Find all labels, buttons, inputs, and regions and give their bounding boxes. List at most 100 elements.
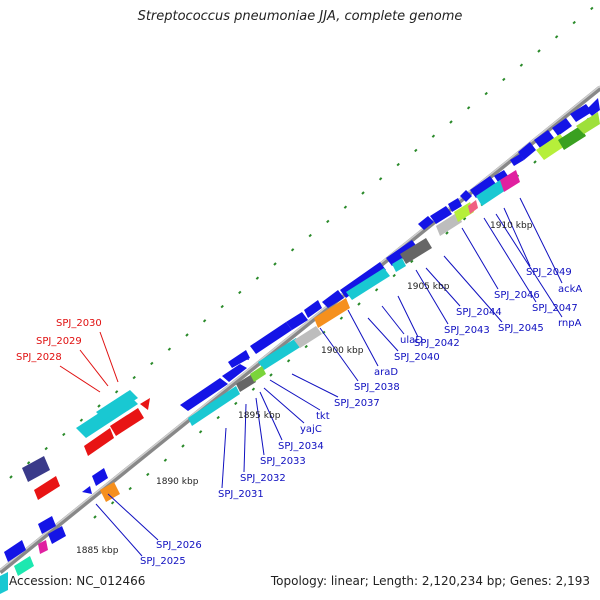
accession-text: Accession: NC_012466 xyxy=(9,574,146,588)
gene-block-lightgrey xyxy=(294,326,322,348)
gene-label-red: SPJ_2028 xyxy=(16,352,62,363)
scale-label: 1905 kbp xyxy=(407,282,450,292)
leader-line xyxy=(381,305,405,335)
gene-block xyxy=(470,176,496,198)
gene-block xyxy=(510,154,524,166)
tick-mark xyxy=(339,316,344,320)
gene-label-blue: ulaD xyxy=(400,335,423,346)
gene-block-darkgrey xyxy=(400,238,432,264)
map-title: Streptococcus pneumoniae JJA, complete g… xyxy=(137,9,463,24)
gene-block xyxy=(322,290,344,308)
leader-line xyxy=(483,217,537,303)
tick-mark xyxy=(396,162,400,167)
gene-block xyxy=(448,198,462,212)
gene-block xyxy=(586,98,600,116)
genome-backbone xyxy=(0,86,600,574)
gene-label-blue: SPJ_2046 xyxy=(494,290,540,301)
gene-block-cyan-small xyxy=(392,258,406,272)
tick-mark xyxy=(62,432,66,437)
gene-block xyxy=(92,468,108,486)
tick-mark xyxy=(110,501,115,505)
tick-mark xyxy=(533,160,537,164)
gene-block xyxy=(418,216,434,230)
gene-block-magenta xyxy=(38,540,48,554)
tick-mark xyxy=(9,475,13,479)
scale-ticks-inner xyxy=(93,117,590,519)
gene-block xyxy=(250,322,292,354)
gene-block xyxy=(494,170,508,182)
leader-line xyxy=(269,379,321,411)
gene-block-cyan xyxy=(0,572,8,594)
tick-mark xyxy=(304,344,308,349)
tick-mark xyxy=(392,273,396,278)
gene-label-blue: SPJ_2034 xyxy=(278,441,324,452)
tick-mark xyxy=(537,49,541,53)
gene-label-blue: ackA xyxy=(558,284,582,295)
tick-mark xyxy=(251,387,256,391)
leader-line xyxy=(425,267,461,307)
tick-mark xyxy=(114,390,119,394)
gene-block xyxy=(48,526,66,544)
gene-block xyxy=(534,130,554,148)
gene-label-blue: SPJ_2037 xyxy=(334,398,380,409)
leader-line xyxy=(59,365,101,393)
gene-block-magenta xyxy=(500,170,520,192)
tick-mark xyxy=(484,91,488,96)
gene-labels: 1885 kbp 1890 kbp 1895 kbp 1900 kbp 1905 kbp… xyxy=(16,221,582,567)
tick-mark xyxy=(238,290,242,295)
leader-line xyxy=(259,391,283,441)
gene-label-red: SPJ_2029 xyxy=(36,336,82,347)
tick-mark xyxy=(150,361,154,366)
gene-label-blue: SPJ_2045 xyxy=(498,323,544,334)
gene-block xyxy=(552,118,572,136)
gene-label-blue: SPJ_2040 xyxy=(394,352,440,363)
tick-mark xyxy=(572,20,576,25)
tick-mark xyxy=(132,375,136,380)
gene-block xyxy=(286,312,308,330)
gene-track-lower xyxy=(0,390,150,594)
gene-block xyxy=(570,104,592,122)
gene-block-lime xyxy=(576,112,600,134)
gene-label-blue: SPJ_2031 xyxy=(218,489,264,500)
tick-mark xyxy=(590,6,594,11)
gene-block xyxy=(180,378,228,411)
gene-label-blue: SPJ_2025 xyxy=(140,556,186,567)
leader-line xyxy=(503,207,531,267)
gene-label-blue: rnpA xyxy=(558,318,582,329)
gene-label-blue: SPJ_2042 xyxy=(414,338,460,349)
tick-mark xyxy=(269,373,273,377)
tick-mark xyxy=(308,233,312,238)
gene-block xyxy=(38,516,56,534)
label-leader-lines xyxy=(59,197,563,557)
tick-mark xyxy=(181,444,185,448)
tick-mark xyxy=(216,415,220,420)
gene-block xyxy=(4,540,26,562)
gene-block-cyan xyxy=(346,268,390,300)
gene-label-blue: SPJ_2026 xyxy=(156,540,202,551)
genome-backbone-highlight xyxy=(0,85,600,571)
tick-mark xyxy=(466,106,471,110)
tick-mark xyxy=(163,458,168,462)
scale-label: 1900 kbp xyxy=(321,346,364,356)
gene-block-navy xyxy=(22,456,50,482)
leader-line xyxy=(221,427,227,489)
leader-line xyxy=(319,327,359,382)
gene-label-red: SPJ_2030 xyxy=(56,318,102,329)
leader-line xyxy=(95,503,143,557)
gene-block xyxy=(222,364,247,382)
tick-mark xyxy=(93,515,97,519)
gene-block-cyan xyxy=(96,390,138,420)
tick-mark xyxy=(414,148,418,153)
gene-block-red xyxy=(34,476,60,500)
scale-label: 1895 kbp xyxy=(238,411,281,421)
leader-line xyxy=(291,373,339,398)
leader-line xyxy=(415,269,449,325)
gene-label-blue: tkt xyxy=(316,411,330,422)
tick-mark xyxy=(167,347,172,351)
leader-line xyxy=(495,213,563,318)
gene-block-green xyxy=(250,366,266,382)
tick-mark xyxy=(198,430,203,434)
gene-label-blue: araD xyxy=(374,367,398,378)
gene-block-orange xyxy=(100,482,120,502)
tick-mark xyxy=(462,217,467,221)
